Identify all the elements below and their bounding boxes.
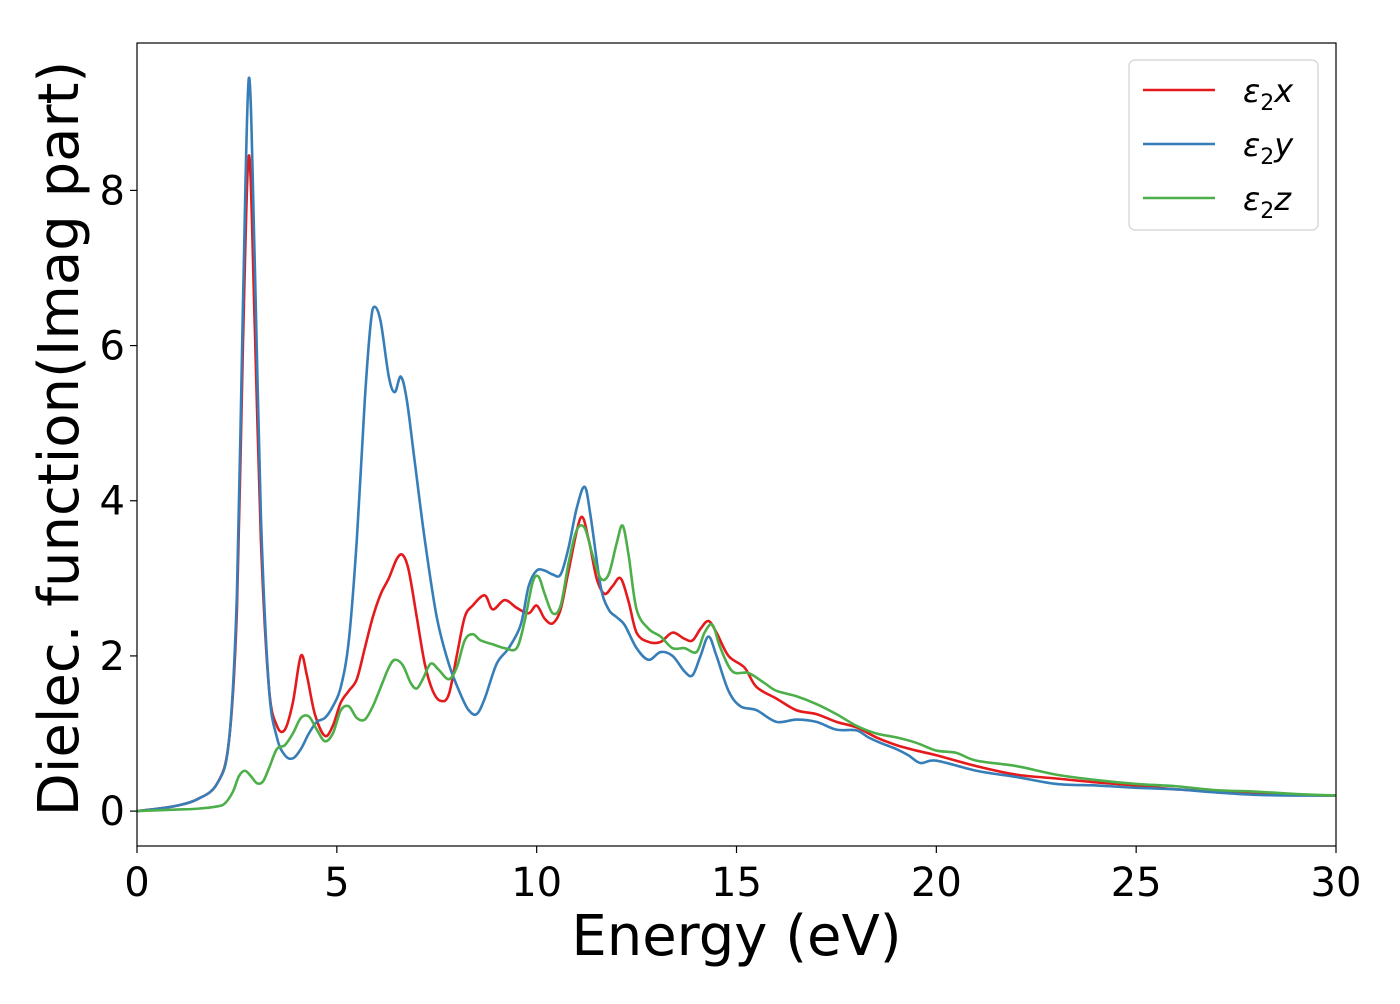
x-tick-label: 15 bbox=[711, 860, 762, 906]
x-axis-title: Energy (eV) bbox=[571, 904, 901, 969]
y-axis-title: Dielec. function(Imag part) bbox=[27, 61, 92, 817]
series-line-x bbox=[137, 154, 1336, 813]
legend-label-z: ε2z bbox=[1243, 180, 1292, 224]
y-tick-label: 4 bbox=[100, 479, 125, 525]
legend-box bbox=[1128, 59, 1319, 231]
x-tick-label: 5 bbox=[324, 860, 349, 906]
legend-label-x: ε2x bbox=[1243, 72, 1294, 116]
y-axis-ticks: 0 2 4 6 8 bbox=[100, 168, 137, 835]
legend-label-y: ε2y bbox=[1243, 126, 1294, 170]
series-line-z bbox=[137, 523, 1336, 813]
series-layer bbox=[137, 76, 1336, 813]
x-tick-label: 25 bbox=[1111, 860, 1162, 906]
y-tick-label: 0 bbox=[100, 789, 125, 835]
x-tick-label: 0 bbox=[124, 860, 149, 906]
x-axis-ticks: 0 5 10 15 20 25 30 bbox=[124, 846, 1361, 906]
y-tick-label: 6 bbox=[100, 324, 125, 370]
x-tick-label: 10 bbox=[511, 860, 562, 906]
series-line-y bbox=[137, 76, 1336, 813]
x-tick-label: 30 bbox=[1311, 860, 1362, 906]
legend: ε2x ε2y ε2z bbox=[1128, 59, 1319, 231]
y-tick-label: 2 bbox=[100, 634, 125, 680]
x-tick-label: 20 bbox=[911, 860, 962, 906]
y-tick-label: 8 bbox=[100, 168, 125, 214]
